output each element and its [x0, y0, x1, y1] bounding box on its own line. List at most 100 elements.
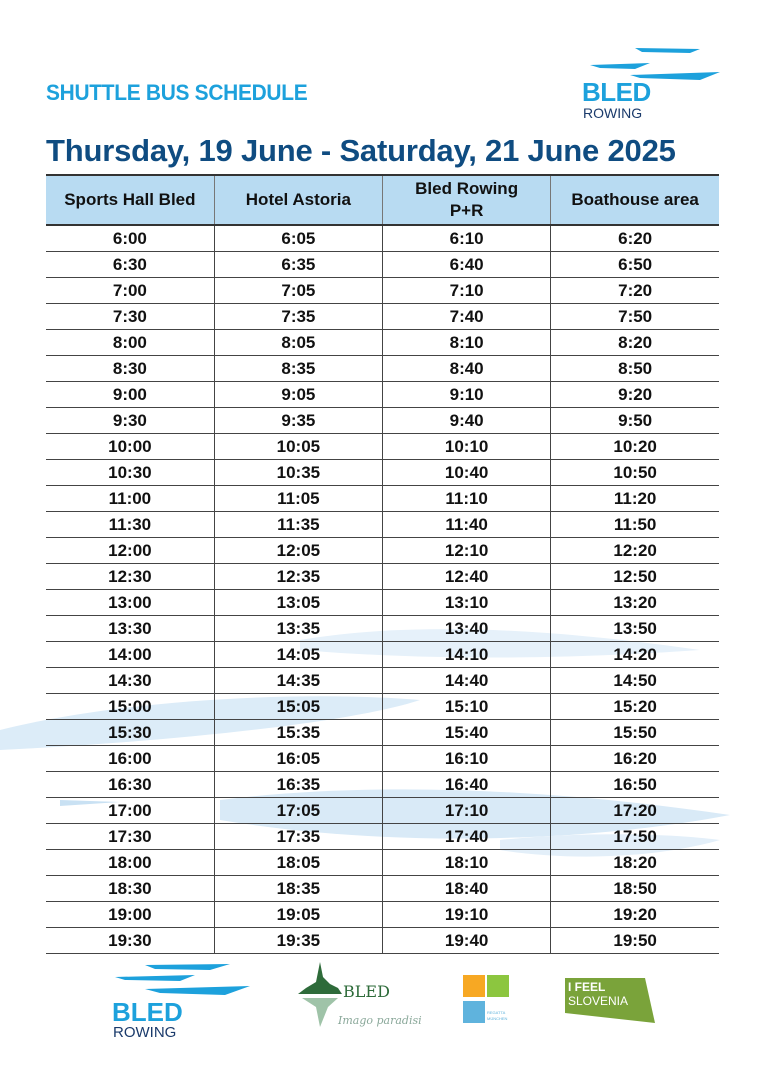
departure-time: 8:50 — [550, 355, 719, 382]
departure-time: 8:00 — [46, 329, 215, 356]
departure-time: 10:00 — [46, 433, 215, 460]
departure-time: 11:30 — [46, 511, 215, 538]
departure-time: 9:10 — [381, 381, 551, 408]
departure-time: 9:05 — [213, 381, 383, 408]
departure-time: 14:05 — [213, 641, 383, 668]
departure-time: 12:35 — [213, 563, 383, 590]
departure-time: 10:30 — [46, 459, 215, 486]
bled-island-icon — [298, 962, 342, 1027]
departure-time: 7:50 — [550, 303, 719, 330]
departure-time: 14:30 — [46, 667, 215, 694]
table-row: 12:00 12:05 12:10 12:20 — [46, 537, 719, 564]
footer-bled-text: BLED — [112, 997, 183, 1027]
table-row: 13:00 13:05 13:10 13:20 — [46, 589, 719, 616]
departure-time: 13:35 — [213, 615, 383, 642]
departure-time: 11:50 — [550, 511, 719, 538]
departure-time: 17:50 — [550, 823, 719, 850]
departure-time: 6:40 — [381, 251, 551, 278]
departure-time: 7:40 — [381, 303, 551, 330]
schedule-table: Sports Hall Bled Hotel Astoria Bled Rowing… — [46, 174, 719, 954]
departure-time: 18:40 — [381, 875, 551, 902]
departure-time: 18:50 — [550, 875, 719, 902]
departure-time: 17:10 — [381, 797, 551, 824]
footer-rowing-text: ROWING — [113, 1024, 177, 1041]
logo-rowing-text: ROWING — [583, 105, 643, 121]
departure-time: 11:05 — [213, 485, 383, 512]
departure-time: 14:20 — [550, 641, 719, 668]
schedule-subtitle: SHUTTLE BUS SCHEDULE — [46, 80, 308, 105]
departure-time: 17:05 — [213, 797, 383, 824]
departure-time: 10:35 — [213, 459, 383, 486]
departure-time: 18:00 — [46, 849, 215, 876]
departure-time: 9:35 — [213, 407, 383, 434]
departure-time: 9:40 — [381, 407, 551, 434]
departure-time: 12:40 — [381, 563, 551, 590]
departure-time: 16:20 — [550, 745, 719, 772]
table-row: 8:30 8:35 8:40 8:50 — [46, 355, 719, 382]
departure-time: 9:00 — [46, 381, 215, 408]
departure-time: 16:10 — [381, 745, 551, 772]
departure-time: 12:50 — [550, 563, 719, 590]
footer-imago-tagline: Imago paradisi — [338, 1014, 422, 1027]
departure-time: 19:35 — [213, 927, 383, 954]
departure-time: 6:35 — [213, 251, 383, 278]
departure-time: 15:00 — [46, 693, 215, 720]
departure-time: 16:50 — [550, 771, 719, 798]
column-header: Hotel Astoria — [213, 174, 383, 226]
departure-time: 10:50 — [550, 459, 719, 486]
departure-time: 8:05 — [213, 329, 383, 356]
departure-time: 17:00 — [46, 797, 215, 824]
departure-time: 12:20 — [550, 537, 719, 564]
departure-time: 9:50 — [550, 407, 719, 434]
departure-time: 11:35 — [213, 511, 383, 538]
departure-time: 12:00 — [46, 537, 215, 564]
column-header-line: Sports Hall Bled — [64, 190, 196, 209]
footer-bled-serif: BLED — [343, 982, 390, 1001]
departure-time: 15:10 — [381, 693, 551, 720]
departure-time: 8:30 — [46, 355, 215, 382]
footer-logo-regatta-munchen: REGATTA MÜNCHEN — [463, 975, 521, 1027]
departure-time: 18:30 — [46, 875, 215, 902]
departure-time: 17:40 — [381, 823, 551, 850]
departure-time: 13:00 — [46, 589, 215, 616]
table-row: 16:00 16:05 16:10 16:20 — [46, 745, 719, 772]
departure-time: 19:50 — [550, 927, 719, 954]
departure-time: 14:40 — [381, 667, 551, 694]
departure-time: 19:10 — [381, 901, 551, 928]
departure-time: 15:20 — [550, 693, 719, 720]
i-feel-text: I FEEL — [568, 980, 606, 994]
column-header-line: Bled Rowing — [415, 179, 519, 198]
departure-time: 11:40 — [381, 511, 551, 538]
departure-time: 8:20 — [550, 329, 719, 356]
footer-logo-bled-imago: BLED Imago paradisi — [298, 962, 423, 1042]
table-row: 10:00 10:05 10:10 10:20 — [46, 433, 719, 460]
departure-time: 7:10 — [381, 277, 551, 304]
departure-time: 14:50 — [550, 667, 719, 694]
departure-time: 10:10 — [381, 433, 551, 460]
departure-time: 6:00 — [46, 225, 215, 252]
departure-time: 11:20 — [550, 485, 719, 512]
departure-time: 9:20 — [550, 381, 719, 408]
departure-time: 14:10 — [381, 641, 551, 668]
departure-time: 7:05 — [213, 277, 383, 304]
departure-time: 9:30 — [46, 407, 215, 434]
departure-time: 12:05 — [213, 537, 383, 564]
departure-time: 19:00 — [46, 901, 215, 928]
departure-time: 11:10 — [381, 485, 551, 512]
departure-time: 19:40 — [381, 927, 551, 954]
departure-time: 6:50 — [550, 251, 719, 278]
departure-time: 7:00 — [46, 277, 215, 304]
munchen-text: MÜNCHEN — [487, 1016, 508, 1021]
departure-time: 17:30 — [46, 823, 215, 850]
table-row: 6:00 6:05 6:10 6:20 — [46, 225, 719, 252]
departure-time: 13:05 — [213, 589, 383, 616]
departure-time: 6:20 — [550, 225, 719, 252]
departure-time: 6:30 — [46, 251, 215, 278]
rowing-waves-icon — [115, 964, 250, 995]
departure-time: 11:00 — [46, 485, 215, 512]
table-row: 6:30 6:35 6:40 6:50 — [46, 251, 719, 278]
departure-time: 8:40 — [381, 355, 551, 382]
slovenia-text: SLOVENIA — [568, 994, 629, 1008]
departure-time: 6:10 — [381, 225, 551, 252]
departure-time: 10:05 — [213, 433, 383, 460]
